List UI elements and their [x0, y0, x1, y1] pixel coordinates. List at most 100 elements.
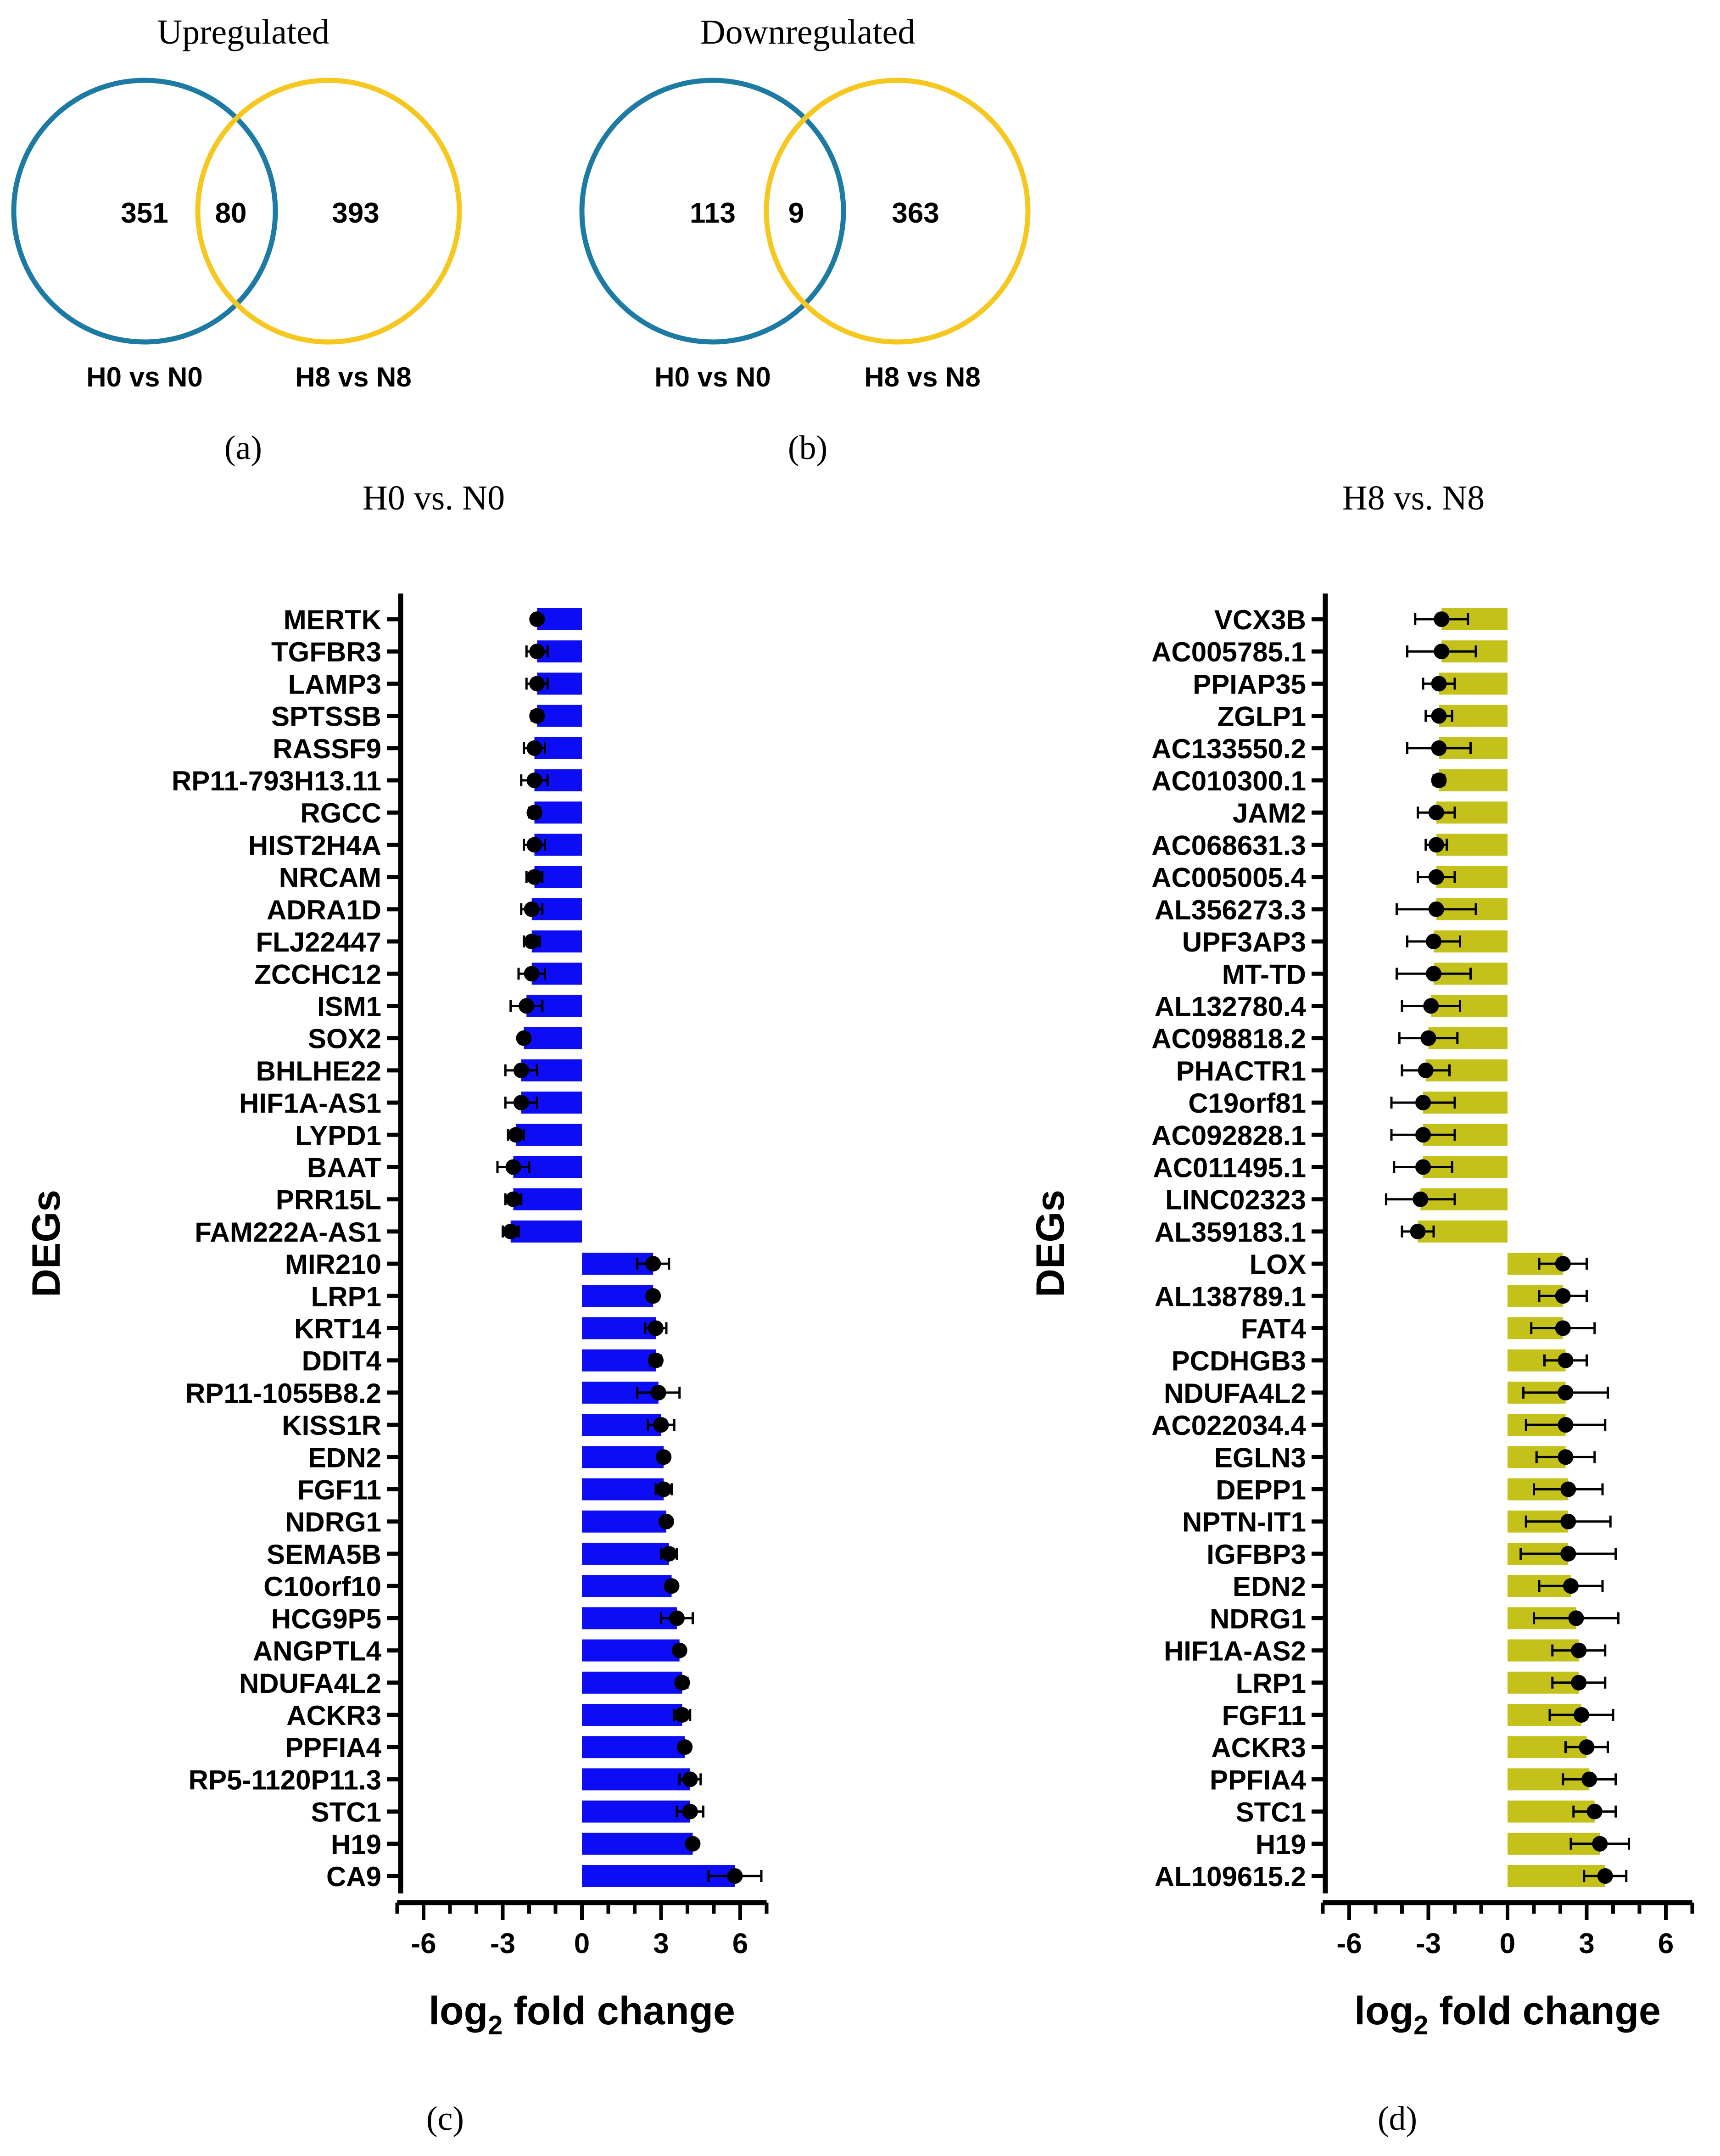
chart-c: H0 vs. N0 MERTKTGFBR3LAMP3SPTSSBRASSF9RP…	[24, 479, 769, 2138]
category-label: C19orf81	[1188, 1088, 1306, 1119]
data-point	[1413, 1191, 1429, 1207]
bar	[510, 1220, 582, 1243]
data-point	[508, 1127, 524, 1143]
x-axis-label: log2 fold change	[429, 1989, 735, 2040]
bar	[582, 1510, 666, 1533]
category-label: ZCCHC12	[254, 959, 381, 990]
category-label: ADRA1D	[267, 895, 381, 925]
bar	[582, 1285, 653, 1307]
data-point	[505, 1159, 521, 1175]
data-point	[1428, 869, 1444, 885]
category-label: PPFIA4	[285, 1732, 382, 1763]
data-point	[526, 837, 542, 853]
bar	[513, 1188, 582, 1210]
category-label: PPIAP35	[1193, 669, 1306, 700]
data-point	[669, 1610, 685, 1626]
data-point	[1555, 1288, 1571, 1304]
data-point	[674, 1674, 690, 1691]
data-point	[1560, 1481, 1576, 1497]
venn-b-overlap: 9	[788, 197, 804, 229]
category-label: AC098818.2	[1151, 1024, 1306, 1054]
panel-label-c: (c)	[426, 2100, 464, 2138]
data-point	[1428, 837, 1444, 853]
venn-a-title: Upregulated	[157, 13, 329, 51]
category-label: EGLN3	[1214, 1442, 1306, 1473]
venn-a-right-label: H8 vs N8	[295, 362, 411, 392]
data-point	[1423, 998, 1439, 1014]
data-point	[505, 1191, 521, 1207]
category-label: LOX	[1250, 1249, 1306, 1280]
bar	[582, 1349, 656, 1372]
data-point	[519, 998, 535, 1014]
data-point	[1571, 1674, 1587, 1691]
data-point	[513, 1095, 529, 1111]
bar	[582, 1575, 672, 1597]
x-tick-label: 3	[1579, 1928, 1594, 1960]
data-point	[1431, 773, 1447, 789]
category-label: AL356273.3	[1155, 895, 1306, 925]
category-label: RGCC	[300, 798, 381, 829]
bar	[582, 1832, 693, 1855]
category-label: ISM1	[317, 991, 381, 1022]
data-point	[1415, 1095, 1431, 1111]
category-label: RP11-793H13.11	[172, 766, 381, 796]
bar	[1439, 769, 1508, 792]
data-point	[1420, 1030, 1436, 1046]
data-point	[1586, 1803, 1603, 1820]
data-point	[656, 1481, 672, 1497]
bar	[582, 1542, 669, 1565]
data-point	[727, 1868, 743, 1884]
category-label: AC011495.1	[1153, 1152, 1306, 1183]
bar	[524, 1027, 582, 1049]
category-label: FAT4	[1241, 1314, 1307, 1344]
data-point	[1579, 1739, 1595, 1755]
category-label: LAMP3	[288, 669, 381, 700]
venn-b-left-only: 113	[690, 197, 736, 229]
bar	[516, 1124, 582, 1146]
data-point	[526, 805, 542, 821]
y-axis-label: DEGs	[24, 1190, 68, 1297]
data-point	[682, 1803, 698, 1820]
data-point	[1563, 1578, 1579, 1594]
category-label: AC068631.3	[1151, 830, 1306, 861]
data-point	[648, 1320, 664, 1336]
bar	[582, 1703, 682, 1726]
category-label: AL132780.4	[1155, 991, 1307, 1022]
data-point	[1418, 1062, 1434, 1078]
venn-a-left-label: H0 vs N0	[86, 362, 202, 392]
category-label: LYPD1	[295, 1120, 381, 1151]
x-tick-label: 3	[653, 1928, 669, 1960]
venn-a-overlap: 80	[215, 197, 247, 229]
x-tick-label: 0	[1500, 1928, 1515, 1960]
category-label: UPF3AP3	[1182, 927, 1306, 958]
bar	[534, 801, 582, 824]
category-label: NDUFA4L2	[239, 1668, 381, 1699]
category-label: MERTK	[284, 605, 381, 635]
data-point	[1434, 644, 1450, 660]
bar	[582, 1768, 690, 1791]
x-tick-label: -6	[411, 1928, 436, 1960]
category-label: SPTSSB	[271, 701, 381, 732]
venn-a-right-circle	[195, 78, 462, 345]
y-axis-label: DEGs	[1028, 1190, 1072, 1297]
category-label: LRP1	[1236, 1668, 1306, 1699]
category-label: ACKR3	[286, 1700, 381, 1731]
category-label: EDN2	[308, 1442, 381, 1473]
category-label: FGF11	[297, 1475, 381, 1506]
category-label: HIST2H4A	[248, 830, 381, 861]
bar	[1436, 834, 1508, 856]
data-point	[656, 1449, 672, 1465]
category-label: H19	[1256, 1829, 1306, 1860]
x-tick-label: -3	[1416, 1928, 1441, 1960]
category-label: LINC02323	[1165, 1185, 1306, 1215]
data-point	[650, 1384, 666, 1400]
venn-a-left-circle	[11, 78, 278, 345]
data-point	[1560, 1546, 1576, 1562]
category-label: SOX2	[308, 1024, 381, 1054]
chart-c-title: H0 vs. N0	[363, 479, 505, 517]
data-point	[645, 1256, 661, 1272]
category-label: AC005005.4	[1151, 862, 1307, 893]
venn-b-left-circle	[579, 78, 846, 345]
data-point	[524, 966, 540, 982]
data-point	[1597, 1868, 1613, 1884]
